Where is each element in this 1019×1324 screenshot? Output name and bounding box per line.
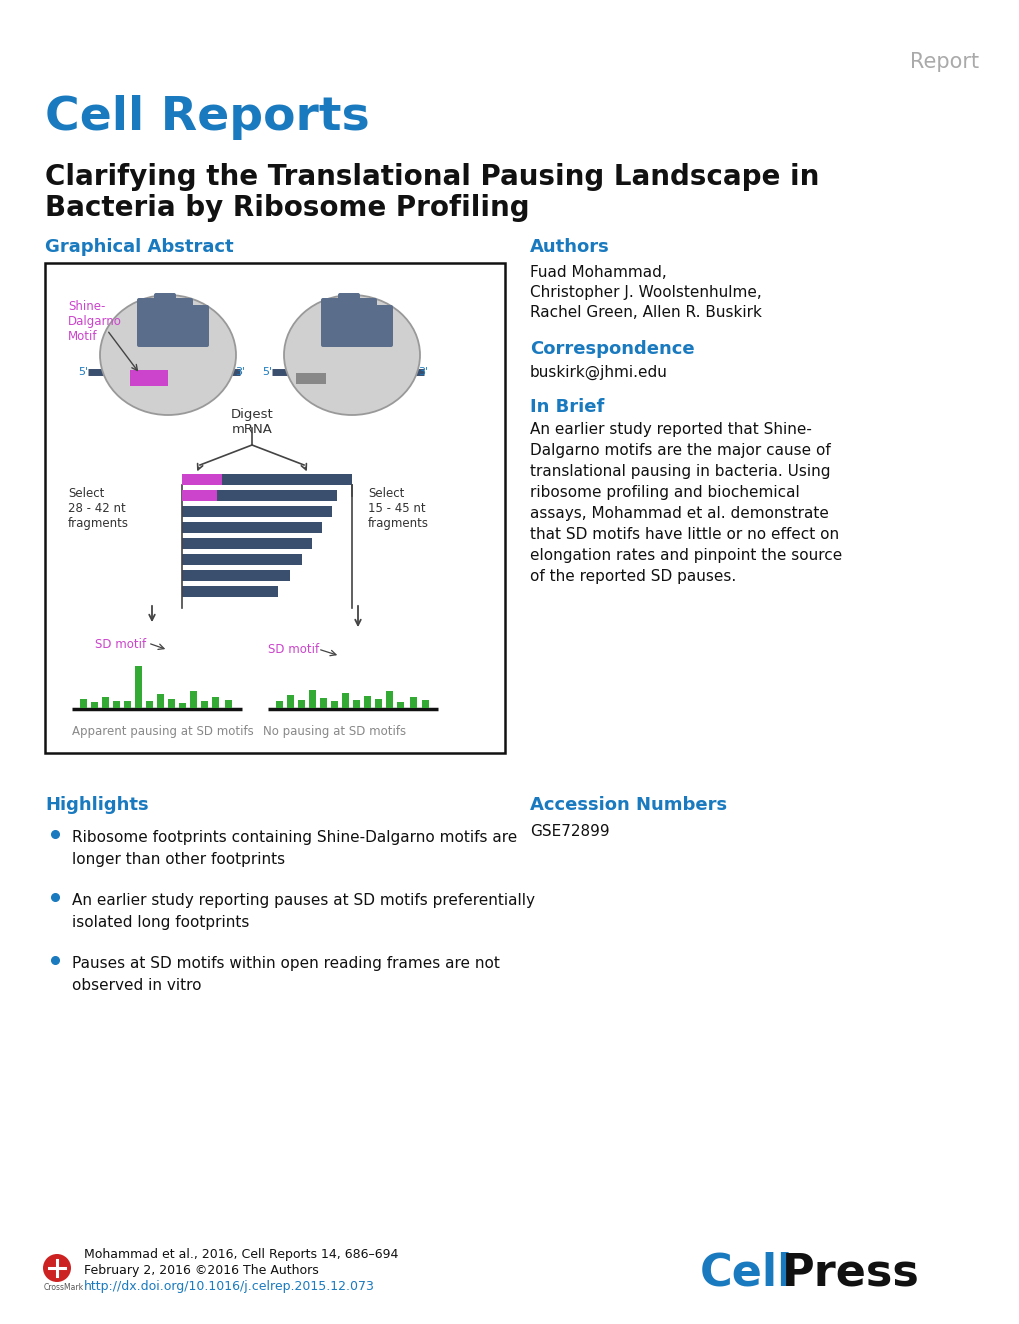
Text: Bacteria by Ribosome Profiling: Bacteria by Ribosome Profiling — [45, 195, 529, 222]
Text: Shine-
Dalgarno
Motif: Shine- Dalgarno Motif — [68, 301, 121, 343]
Bar — [91, 702, 98, 708]
Bar — [79, 699, 87, 708]
Text: Report: Report — [909, 52, 978, 71]
Text: translational pausing in bacteria. Using: translational pausing in bacteria. Using — [530, 463, 829, 479]
Bar — [181, 587, 278, 597]
Circle shape — [43, 1254, 71, 1282]
Text: No pausing at SD motifs: No pausing at SD motifs — [263, 726, 406, 737]
Text: Rachel Green, Allen R. Buskirk: Rachel Green, Allen R. Buskirk — [530, 305, 761, 320]
FancyBboxPatch shape — [189, 305, 209, 347]
Bar — [217, 490, 336, 500]
Text: isolated long footprints: isolated long footprints — [72, 915, 249, 929]
FancyBboxPatch shape — [337, 293, 360, 347]
Bar — [168, 699, 175, 708]
Text: In Brief: In Brief — [530, 399, 604, 416]
Text: Graphical Abstract: Graphical Abstract — [45, 238, 233, 256]
Bar — [181, 490, 217, 500]
FancyBboxPatch shape — [137, 298, 159, 347]
Bar — [353, 700, 360, 708]
Text: buskirk@jhmi.edu: buskirk@jhmi.edu — [530, 365, 667, 380]
Text: elongation rates and pinpoint the source: elongation rates and pinpoint the source — [530, 548, 842, 563]
Bar — [298, 700, 305, 708]
FancyBboxPatch shape — [171, 298, 193, 347]
Bar — [222, 474, 352, 485]
Bar — [146, 700, 153, 708]
Text: Select
28 - 42 nt
fragments: Select 28 - 42 nt fragments — [68, 487, 128, 530]
Bar — [276, 700, 282, 708]
Text: 5': 5' — [77, 367, 88, 377]
Bar — [225, 700, 231, 708]
Text: Correspondence: Correspondence — [530, 340, 694, 357]
Text: 5': 5' — [262, 367, 272, 377]
Text: Apparent pausing at SD motifs: Apparent pausing at SD motifs — [72, 726, 254, 737]
Bar — [181, 474, 222, 485]
Bar — [181, 538, 312, 549]
Bar — [375, 699, 382, 708]
Text: Cell Reports: Cell Reports — [45, 95, 370, 140]
Bar — [385, 691, 392, 708]
Text: 3': 3' — [418, 367, 428, 377]
Text: An earlier study reporting pauses at SD motifs preferentially: An earlier study reporting pauses at SD … — [72, 892, 535, 908]
Bar — [135, 666, 142, 708]
Ellipse shape — [100, 295, 235, 414]
Bar — [422, 700, 429, 708]
Bar — [181, 571, 289, 581]
Bar — [129, 369, 168, 387]
Bar — [201, 700, 208, 708]
Bar — [341, 692, 348, 708]
Text: Authors: Authors — [530, 238, 609, 256]
Bar — [181, 506, 331, 516]
Text: February 2, 2016 ©2016 The Authors: February 2, 2016 ©2016 The Authors — [84, 1264, 319, 1278]
Bar — [410, 696, 417, 708]
Bar — [212, 696, 219, 708]
Bar — [309, 690, 316, 708]
Text: longer than other footprints: longer than other footprints — [72, 853, 285, 867]
Text: Cell: Cell — [699, 1253, 793, 1295]
Bar — [102, 696, 109, 708]
Text: ribosome profiling and biochemical: ribosome profiling and biochemical — [530, 485, 799, 500]
Text: Mohammad et al., 2016, Cell Reports 14, 686–694: Mohammad et al., 2016, Cell Reports 14, … — [84, 1249, 398, 1260]
Text: GSE72899: GSE72899 — [530, 824, 609, 839]
Text: Select
15 - 45 nt
fragments: Select 15 - 45 nt fragments — [368, 487, 429, 530]
Bar — [181, 553, 302, 565]
Text: CrossMark: CrossMark — [44, 1283, 84, 1292]
Text: http://dx.doi.org/10.1016/j.celrep.2015.12.073: http://dx.doi.org/10.1016/j.celrep.2015.… — [84, 1280, 375, 1294]
Text: assays, Mohammad et al. demonstrate: assays, Mohammad et al. demonstrate — [530, 506, 828, 522]
FancyBboxPatch shape — [373, 305, 392, 347]
Text: Christopher J. Woolstenhulme,: Christopher J. Woolstenhulme, — [530, 285, 761, 301]
Text: Ribosome footprints containing Shine-Dalgarno motifs are: Ribosome footprints containing Shine-Dal… — [72, 830, 517, 845]
Text: Digest
mRNA: Digest mRNA — [230, 408, 273, 436]
Bar — [113, 700, 120, 708]
Bar — [181, 522, 322, 534]
Bar — [157, 694, 164, 708]
Bar — [296, 373, 326, 384]
Text: Pauses at SD motifs within open reading frames are not: Pauses at SD motifs within open reading … — [72, 956, 499, 970]
Bar — [286, 695, 293, 708]
Text: Clarifying the Translational Pausing Landscape in: Clarifying the Translational Pausing Lan… — [45, 163, 818, 191]
Ellipse shape — [283, 295, 420, 414]
Text: Press: Press — [782, 1253, 919, 1295]
Text: that SD motifs have little or no effect on: that SD motifs have little or no effect … — [530, 527, 839, 542]
Text: Accession Numbers: Accession Numbers — [530, 796, 727, 814]
Bar — [320, 698, 327, 708]
Text: observed in vitro: observed in vitro — [72, 978, 202, 993]
Bar — [331, 700, 337, 708]
Bar — [396, 702, 404, 708]
Bar — [45, 263, 504, 753]
Text: SD motif: SD motif — [95, 638, 146, 651]
FancyBboxPatch shape — [355, 298, 377, 347]
Text: Dalgarno motifs are the major cause of: Dalgarno motifs are the major cause of — [530, 444, 829, 458]
FancyBboxPatch shape — [321, 298, 342, 347]
Bar — [178, 703, 185, 708]
Bar — [124, 700, 130, 708]
Text: Highlights: Highlights — [45, 796, 149, 814]
Text: An earlier study reported that Shine-: An earlier study reported that Shine- — [530, 422, 811, 437]
Text: 3': 3' — [234, 367, 245, 377]
FancyBboxPatch shape — [154, 293, 176, 347]
Text: Fuad Mohammad,: Fuad Mohammad, — [530, 265, 666, 279]
Text: SD motif: SD motif — [268, 643, 319, 655]
Bar — [190, 691, 197, 708]
Text: of the reported SD pauses.: of the reported SD pauses. — [530, 569, 736, 584]
Bar — [364, 696, 371, 708]
